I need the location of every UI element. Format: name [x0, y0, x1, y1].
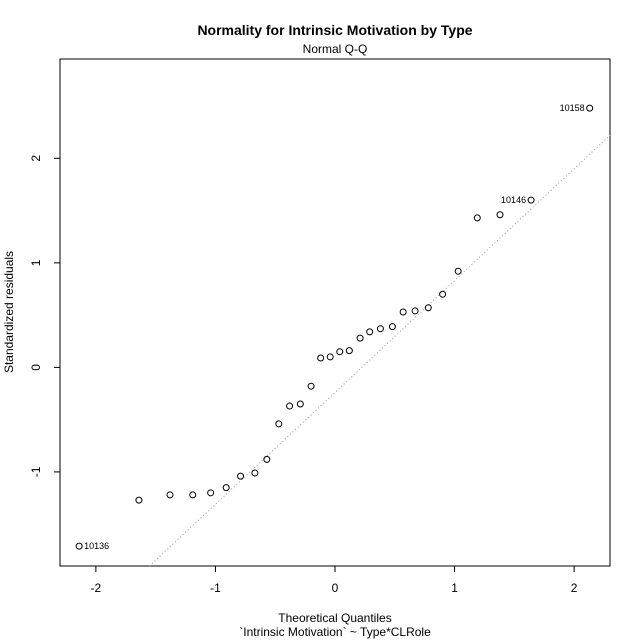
x-tick-label: 1 — [451, 581, 458, 595]
data-point — [317, 354, 325, 362]
data-point — [411, 307, 419, 315]
data-point — [237, 472, 245, 480]
data-point — [135, 496, 143, 504]
data-point — [286, 402, 294, 410]
data-point — [376, 325, 384, 333]
data-point — [189, 491, 197, 499]
data-point — [356, 334, 364, 342]
y-tick-label: 0 — [29, 364, 43, 371]
point-id-label: 10136 — [84, 541, 109, 551]
x-axis: -2 -1 0 1 2 — [91, 566, 578, 595]
data-point — [296, 400, 304, 408]
y-tick-label: 2 — [29, 155, 43, 162]
data-point — [166, 491, 174, 499]
point-id-label: 10158 — [560, 103, 585, 113]
y-tick-label: -1 — [29, 466, 43, 477]
data-point — [345, 347, 353, 355]
data-point — [275, 420, 283, 428]
points-layer — [75, 104, 594, 550]
chart-title: Normality for Intrinsic Motivation by Ty… — [197, 22, 472, 38]
data-point — [454, 267, 462, 275]
x-tick-label: 2 — [571, 581, 578, 595]
data-point — [586, 104, 594, 112]
data-point — [473, 214, 481, 222]
x-axis-label: Theoretical Quantiles — [278, 611, 391, 625]
data-point — [222, 484, 230, 492]
y-tick-label: 1 — [29, 259, 43, 266]
x-axis-label-formula: `Intrinsic Motivation` ~ Type*CLRole — [239, 625, 431, 639]
y-axis-label: Standardized residuals — [2, 251, 16, 373]
data-point — [326, 353, 334, 361]
reference-line — [149, 134, 611, 567]
data-point — [399, 308, 407, 316]
chart-subtitle: Normal Q-Q — [303, 42, 368, 56]
data-point — [496, 211, 504, 219]
data-point — [207, 489, 215, 497]
data-point — [263, 455, 271, 463]
data-point — [336, 348, 344, 356]
x-tick-label: 0 — [332, 581, 339, 595]
data-point — [527, 196, 535, 204]
y-axis: -1 0 1 2 — [29, 155, 60, 477]
plot-frame — [59, 58, 611, 567]
point-id-label: 10146 — [501, 195, 526, 205]
data-point — [307, 382, 315, 390]
data-point — [75, 542, 83, 550]
data-point — [388, 323, 396, 331]
data-point — [251, 469, 259, 477]
data-point — [439, 290, 447, 298]
x-tick-label: -2 — [91, 581, 102, 595]
point-labels-layer: 10136 10146 10158 — [84, 103, 585, 551]
data-point — [424, 304, 432, 312]
data-point — [366, 328, 374, 336]
x-tick-label: -1 — [210, 581, 221, 595]
